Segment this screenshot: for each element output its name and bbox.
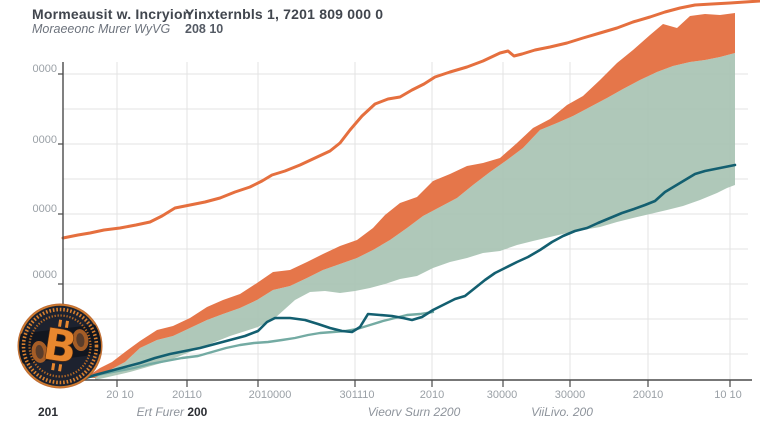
x-tick-label: 30000 [486,389,518,401]
chart-subtitle-value: 208 10 [185,22,224,36]
x-tick-label: 10 10 [714,389,742,401]
coin-text-ring-inner [28,314,92,378]
y-tick-label: 0000 [32,269,57,281]
bitcoin-symbol-bottom-bar2 [58,364,63,372]
y-tick-label: 0000 [32,134,57,146]
orange-band [85,13,735,378]
coin-ornament-right-detail [76,333,85,348]
caption-italic-text: Ert Furer [136,405,188,419]
light-teal-line [83,310,435,380]
coin-text-ring-outer [21,307,99,385]
x-tick-label: 20110 [172,389,202,401]
x-tick-label: 30000 [554,389,586,401]
chart-title: Mormeausit w. Incryion [32,6,192,22]
x-tick-label: 2010 [419,389,445,401]
orange-line [61,0,760,240]
x-tick-label: 2010000 [248,389,292,401]
chart-title-value: Yinxternbls 1, 7201 809 000 0 [185,6,384,22]
coin-ornament-left-detail [35,344,44,359]
x-tick-label: 20 10 [106,389,134,401]
axis-caption: ViiLivo. 200 [531,405,593,419]
axis-caption: 201 [38,405,58,419]
bitcoin-coin-logo: B [17,303,103,389]
y-tick-label: 0000 [32,203,57,215]
chart-series [61,0,760,382]
caption-strong-text: 200 [187,405,208,419]
bitcoin-symbol-top-bar [58,319,63,327]
caption-italic-text: ViiLivo. 200 [531,405,593,419]
sage-band [95,53,735,380]
caption-strong-text: 201 [37,405,59,419]
axis-caption: Vieorv Surn 2200 [368,405,461,419]
x-tick-label: 20010 [632,389,664,401]
y-tick-label: 0000 [32,63,57,75]
caption-italic-text: Vieorv Surn 2200 [367,405,461,419]
axis-caption: Ert Furer 200 [137,405,208,419]
bitcoin-b-glyph: B [39,319,80,375]
dark-teal-line [78,163,737,382]
bitcoin-symbol: B [39,318,81,375]
bitcoin-symbol-top-bar2 [64,320,70,329]
x-tick-label: 301110 [339,389,375,401]
chart-subtitle: Moraeeonc Murer WyVG [32,22,171,36]
bitcoin-symbol-bottom-bar [51,362,56,371]
